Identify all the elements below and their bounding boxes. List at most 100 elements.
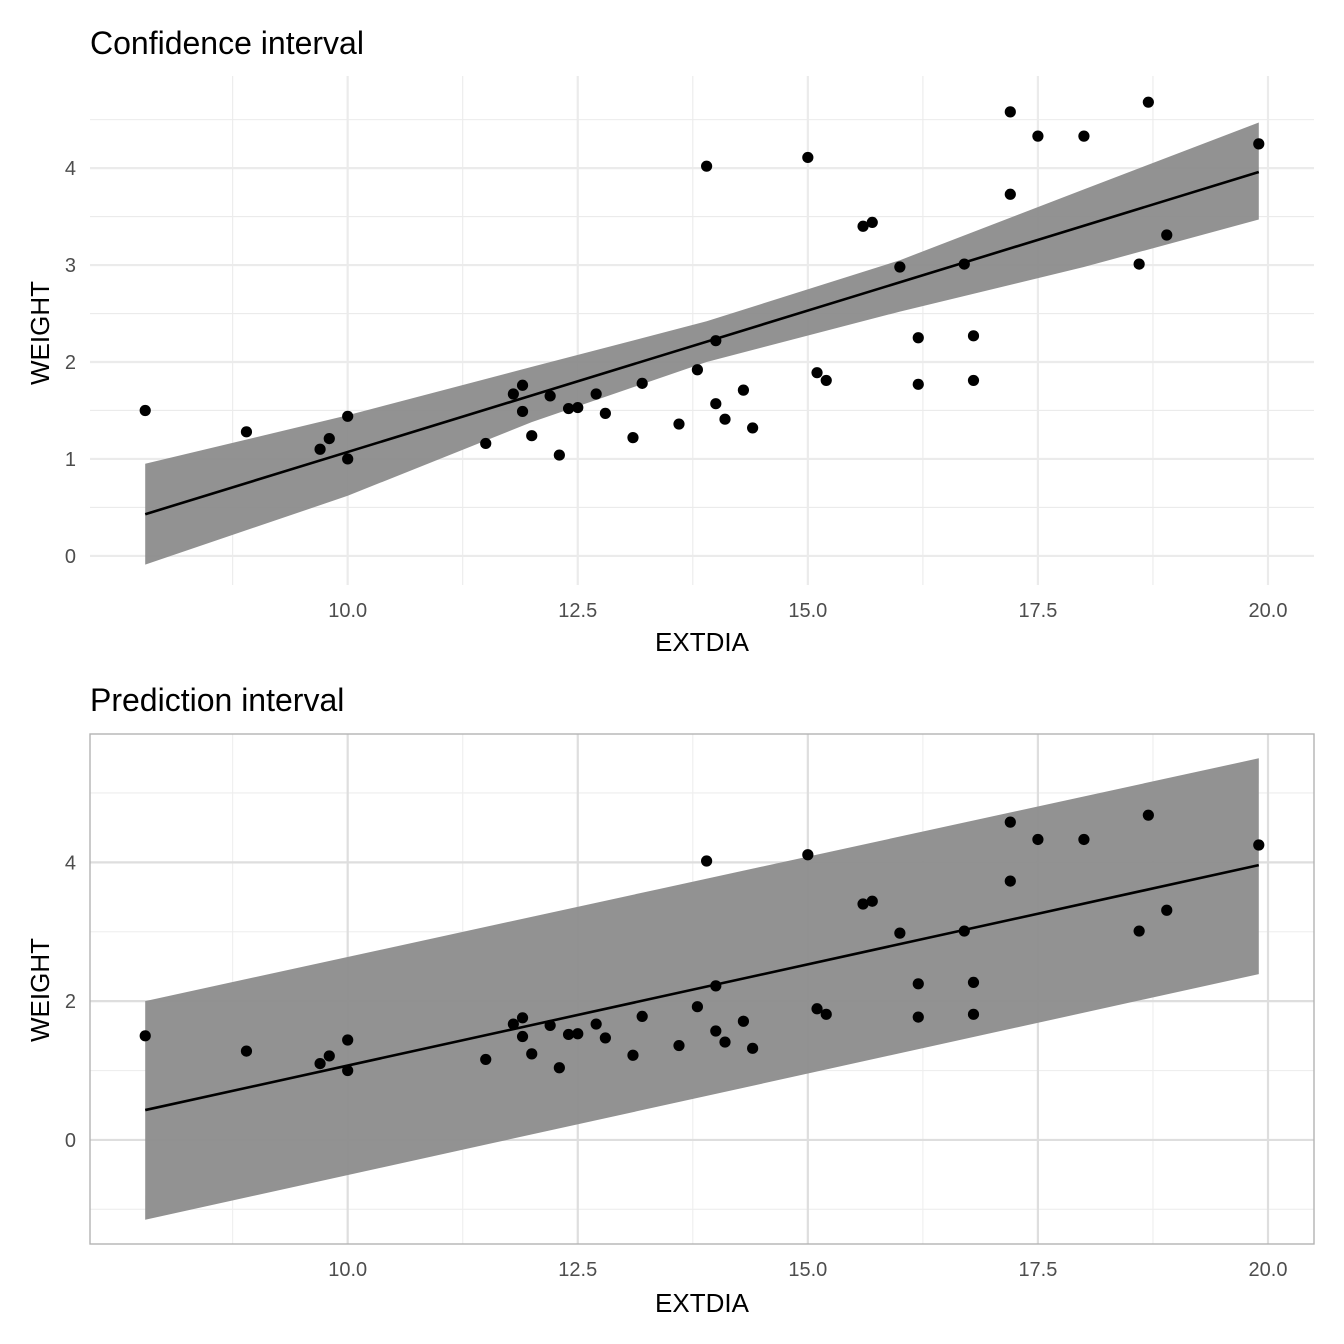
data-point (590, 1018, 602, 1030)
data-point (866, 895, 878, 907)
data-point (342, 410, 354, 422)
data-point (240, 426, 253, 438)
data-point (342, 1034, 354, 1046)
data-point (1004, 816, 1016, 828)
data-point (553, 1062, 565, 1074)
fit-line-layer (144, 170, 1260, 516)
data-point (802, 151, 814, 164)
data-point (857, 220, 869, 232)
data-point (599, 407, 611, 419)
data-point (323, 433, 335, 445)
x-tick-label: 17.5 (1018, 600, 1057, 622)
x-tick-label: 12.5 (558, 1259, 597, 1281)
data-point (1133, 925, 1145, 937)
data-point (701, 160, 713, 172)
x-tick-label: 20.0 (1249, 600, 1288, 622)
data-point (1032, 130, 1044, 142)
y-tick-label: 3 (65, 255, 76, 277)
x-tick-label: 10.0 (328, 1259, 367, 1281)
y-tick-label: 4 (65, 158, 76, 180)
data-point (710, 1025, 722, 1037)
data-point (710, 398, 722, 410)
x-axis-title: EXTDIA (655, 1288, 750, 1318)
data-point (590, 388, 602, 400)
data-point (599, 1032, 611, 1044)
y-axis-title: WEIGHT (25, 281, 55, 385)
data-point (1004, 875, 1016, 887)
points-layer (139, 96, 1265, 465)
data-point (1142, 96, 1154, 108)
data-point (820, 1008, 832, 1020)
regression-line (144, 170, 1260, 516)
data-point (747, 422, 759, 434)
prediction-band (145, 758, 1259, 1220)
prediction-interval-panel: Prediction interval 10.0 12.5 15.0 17.5 20.0… (25, 682, 1315, 1318)
data-point (562, 402, 575, 415)
data-point (139, 404, 151, 417)
data-point (701, 855, 713, 867)
data-point (342, 1064, 354, 1077)
data-point (894, 261, 906, 273)
data-point (1078, 833, 1090, 846)
data-point (1032, 833, 1044, 846)
data-point (1133, 258, 1145, 270)
x-tick-label: 20.0 (1249, 1259, 1288, 1281)
data-point (572, 1028, 584, 1040)
x-tick-labels: 10.0 12.5 15.0 17.5 20.0 (328, 1259, 1287, 1281)
x-tick-label: 10.0 (328, 600, 367, 622)
data-point (710, 335, 722, 347)
confidence-interval-panel: Confidence interval 10.0 12.5 15.0 17.5 20.0… (25, 25, 1314, 657)
data-point (912, 1011, 924, 1023)
data-point (673, 418, 685, 430)
x-axis-title: EXTDIA (655, 627, 750, 657)
y-tick-label: 2 (65, 991, 76, 1013)
x-tick-label: 15.0 (788, 600, 827, 622)
x-tick-label: 15.0 (788, 1259, 827, 1281)
y-tick-label: 4 (65, 852, 76, 874)
data-point (820, 374, 832, 387)
fit-line-layer (144, 863, 1260, 1112)
data-point (572, 401, 584, 414)
data-point (516, 405, 529, 418)
data-point (719, 413, 731, 425)
chart-title: Prediction interval (90, 682, 344, 718)
data-point (719, 1036, 731, 1048)
points-layer (139, 809, 1265, 1077)
data-point (323, 1050, 335, 1062)
data-point (526, 430, 538, 442)
data-point (894, 927, 906, 939)
regression-line (144, 863, 1260, 1112)
data-point (912, 378, 924, 390)
data-point (958, 925, 970, 937)
data-point (1253, 839, 1265, 851)
data-point (627, 432, 639, 444)
data-point (544, 1019, 556, 1032)
data-point (342, 453, 354, 465)
data-point (526, 1048, 538, 1060)
y-tick-labels: 0 1 2 3 4 (65, 158, 76, 568)
data-point (1078, 130, 1090, 142)
y-tick-labels: 0 2 4 (65, 852, 76, 1152)
data-point (553, 449, 565, 461)
data-point (967, 374, 980, 387)
data-point (1253, 138, 1265, 150)
data-point (857, 898, 869, 910)
data-point (240, 1045, 253, 1057)
prediction-band-layer (145, 758, 1259, 1220)
data-point (811, 1003, 823, 1015)
data-point (737, 1015, 750, 1027)
data-point (912, 332, 924, 344)
data-point (516, 379, 529, 391)
data-point (958, 258, 970, 270)
data-point (507, 388, 519, 400)
data-point (516, 1030, 529, 1043)
x-tick-label: 17.5 (1018, 1259, 1057, 1281)
data-point (636, 1010, 648, 1023)
data-point (139, 1030, 151, 1042)
data-point (747, 1042, 759, 1054)
data-point (544, 390, 556, 402)
y-tick-label: 1 (65, 449, 76, 471)
data-point (802, 849, 814, 861)
data-point (636, 377, 648, 389)
